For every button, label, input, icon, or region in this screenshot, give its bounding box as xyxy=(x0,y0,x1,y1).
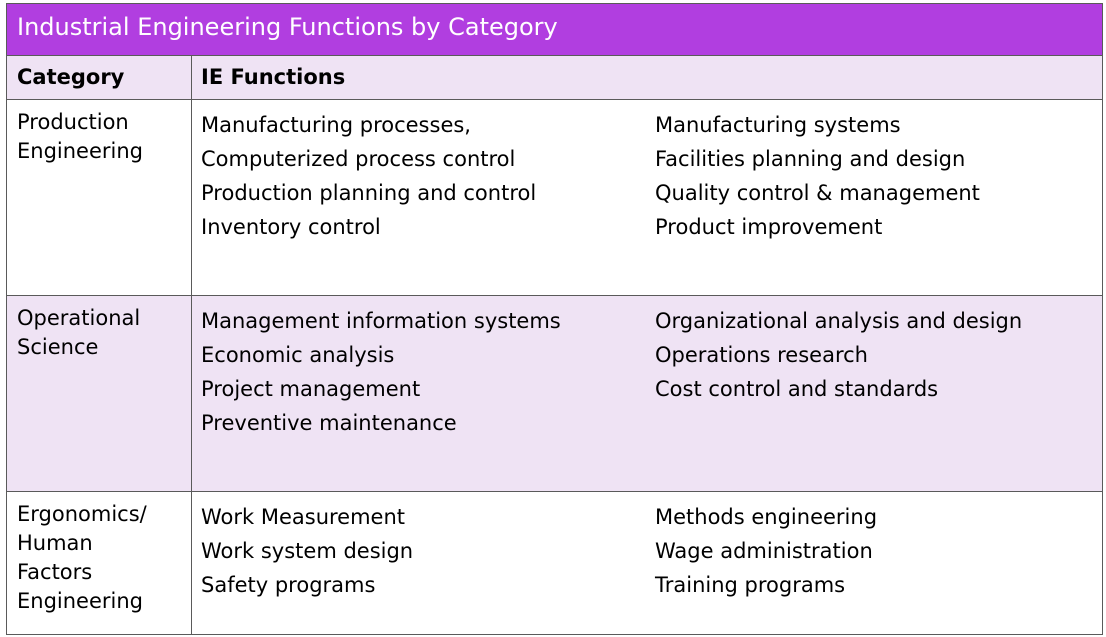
functions-column-left: Manufacturing processes, Computerized pr… xyxy=(201,108,536,244)
function-item: Organizational analysis and design xyxy=(655,309,1023,333)
category-line: Science xyxy=(17,335,99,359)
function-item: Computerized process control xyxy=(201,147,516,171)
category-line: Human xyxy=(17,531,93,555)
table-row-production-engineering: Production Engineering Manufacturing pro… xyxy=(7,100,1102,296)
function-item: Preventive maintenance xyxy=(201,411,457,435)
function-item: Project management xyxy=(201,377,421,401)
function-item: Facilities planning and design xyxy=(655,147,966,171)
functions-column-right: Methods engineering Wage administration … xyxy=(655,500,877,602)
column-divider xyxy=(191,56,192,634)
function-item: Quality control & management xyxy=(655,181,980,205)
table-row-ergonomics: Ergonomics/ Human Factors Engineering Wo… xyxy=(7,492,1102,634)
category-line: Operational xyxy=(17,306,141,330)
category-line: Production xyxy=(17,110,129,134)
category-cell: Ergonomics/ Human Factors Engineering xyxy=(17,500,182,616)
category-line: Engineering xyxy=(17,139,143,163)
function-item: Operations research xyxy=(655,343,868,367)
function-item: Methods engineering xyxy=(655,505,878,529)
functions-column-right: Manufacturing systems Facilities plannin… xyxy=(655,108,980,244)
function-item: Product improvement xyxy=(655,215,883,239)
category-line: Engineering xyxy=(17,589,143,613)
function-item: Wage administration xyxy=(655,539,873,563)
category-cell: Production Engineering xyxy=(17,108,182,166)
function-item: Inventory control xyxy=(201,215,381,239)
table-title: Industrial Engineering Functions by Cate… xyxy=(17,13,558,41)
header-category: Category xyxy=(17,65,125,89)
function-item: Work Measurement xyxy=(201,505,406,529)
table-title-bar: Industrial Engineering Functions by Cate… xyxy=(7,4,1102,56)
functions-column-right: Organizational analysis and design Opera… xyxy=(655,304,1022,406)
category-cell: Operational Science xyxy=(17,304,182,362)
table-header-row: Category IE Functions xyxy=(7,56,1102,100)
ie-functions-table: Industrial Engineering Functions by Cate… xyxy=(6,3,1103,635)
function-item: Cost control and standards xyxy=(655,377,939,401)
function-item: Training programs xyxy=(655,573,846,597)
function-item: Safety programs xyxy=(201,573,376,597)
function-item: Production planning and control xyxy=(201,181,537,205)
header-ie-functions: IE Functions xyxy=(201,65,346,89)
table-row-operational-science: Operational Science Management informati… xyxy=(7,296,1102,492)
category-line: Ergonomics/ xyxy=(17,502,147,526)
function-item: Economic analysis xyxy=(201,343,395,367)
category-line: Factors xyxy=(17,560,93,584)
function-item: Management information systems xyxy=(201,309,561,333)
function-item: Manufacturing systems xyxy=(655,113,901,137)
functions-column-left: Management information systems Economic … xyxy=(201,304,561,440)
function-item: Work system design xyxy=(201,539,414,563)
functions-column-left: Work Measurement Work system design Safe… xyxy=(201,500,413,602)
function-item: Manufacturing processes, xyxy=(201,113,471,137)
